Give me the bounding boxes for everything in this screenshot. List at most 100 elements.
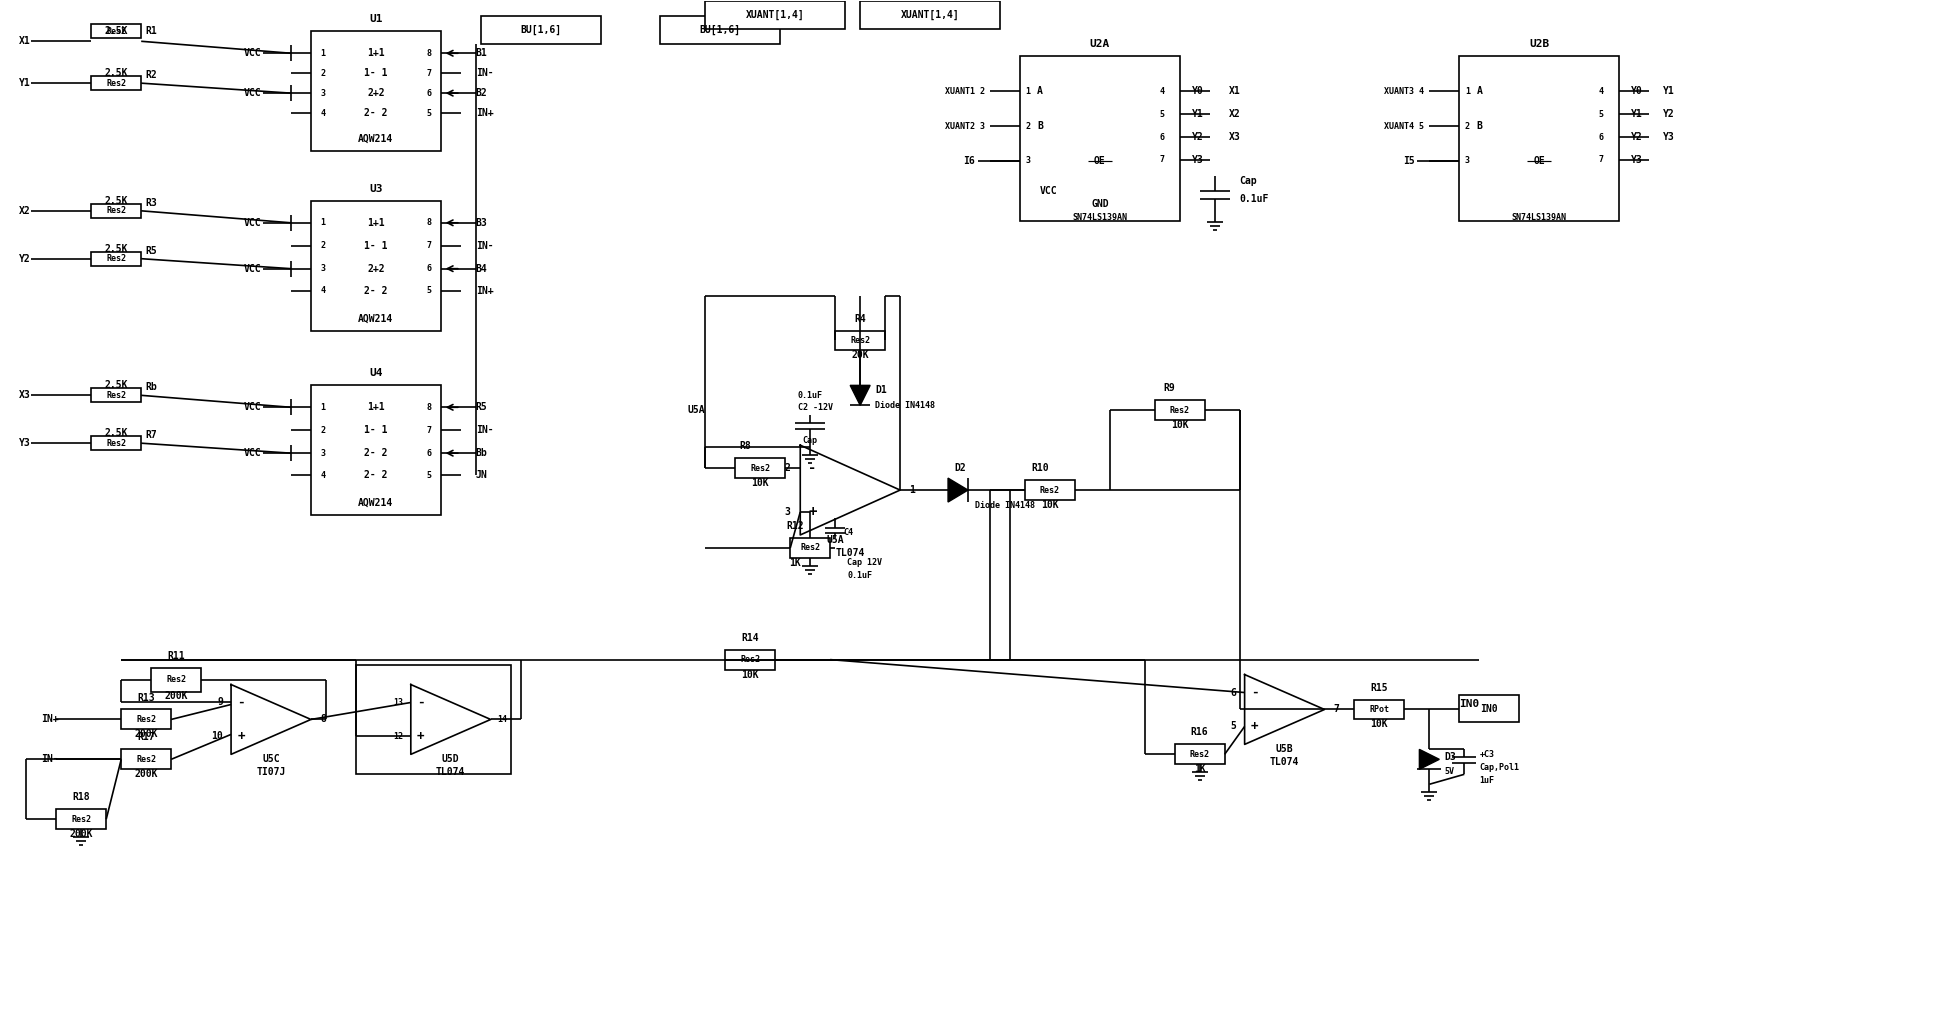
Text: -: - <box>1251 686 1259 699</box>
Text: A: A <box>1476 86 1482 96</box>
Text: OE: OE <box>1534 156 1546 166</box>
Text: R4: R4 <box>855 314 867 324</box>
Bar <box>835 330 884 351</box>
Text: 8: 8 <box>426 219 431 227</box>
Text: 3: 3 <box>1464 157 1470 165</box>
Text: 3: 3 <box>320 89 326 98</box>
Text: VCC: VCC <box>244 263 262 273</box>
Text: X1: X1 <box>20 36 31 46</box>
Text: Res2: Res2 <box>137 754 156 764</box>
Text: 1: 1 <box>320 49 326 58</box>
Bar <box>310 385 441 515</box>
Polygon shape <box>949 478 968 502</box>
Text: 5V: 5V <box>1444 767 1454 776</box>
Text: B3: B3 <box>476 218 488 228</box>
Bar <box>1021 56 1179 221</box>
Text: Res2: Res2 <box>105 78 127 88</box>
Text: +: + <box>1251 720 1259 733</box>
Bar <box>121 749 172 769</box>
Text: 1+1: 1+1 <box>367 402 385 413</box>
Text: AQW214: AQW214 <box>359 134 394 144</box>
Text: C4: C4 <box>843 528 853 538</box>
Text: Res2: Res2 <box>1189 750 1210 759</box>
Text: D3: D3 <box>1444 752 1456 763</box>
Text: 7: 7 <box>426 241 431 250</box>
Text: Res2: Res2 <box>105 391 127 399</box>
Text: 7: 7 <box>426 426 431 434</box>
Text: R1: R1 <box>144 26 156 36</box>
Bar <box>480 17 601 44</box>
Text: 5: 5 <box>1159 109 1163 119</box>
Bar <box>92 204 141 218</box>
Text: VCC: VCC <box>244 218 262 228</box>
Text: Y3: Y3 <box>20 439 31 448</box>
Text: 2+2: 2+2 <box>367 88 385 98</box>
Text: R5: R5 <box>476 402 488 413</box>
Text: Res2: Res2 <box>750 463 771 473</box>
Text: VCC: VCC <box>1040 186 1058 196</box>
Text: Res2: Res2 <box>105 254 127 263</box>
Text: 7: 7 <box>1599 156 1605 164</box>
Text: TL074: TL074 <box>435 768 465 777</box>
Text: 8: 8 <box>320 714 326 724</box>
Text: 10K: 10K <box>752 478 769 488</box>
Text: IN+: IN+ <box>41 714 59 724</box>
Text: 2- 2: 2- 2 <box>365 448 388 458</box>
Text: Res2: Res2 <box>1040 486 1060 494</box>
Text: 1+1: 1+1 <box>367 218 385 228</box>
Text: VCC: VCC <box>244 448 262 458</box>
Text: 3: 3 <box>1025 157 1031 165</box>
Text: Res2: Res2 <box>851 336 871 345</box>
Text: -: - <box>238 696 244 709</box>
Text: IN0: IN0 <box>1460 700 1480 709</box>
Text: 10: 10 <box>211 732 223 741</box>
Bar <box>310 31 441 151</box>
Text: X2: X2 <box>20 205 31 216</box>
Text: 2- 2: 2- 2 <box>365 108 388 118</box>
Text: 5: 5 <box>426 471 431 480</box>
Text: 0.1uF: 0.1uF <box>847 572 873 580</box>
Text: 4: 4 <box>320 471 326 480</box>
Text: R14: R14 <box>742 633 759 643</box>
Text: 2.5K: 2.5K <box>105 428 129 439</box>
Text: U5A: U5A <box>826 535 843 545</box>
Text: 2- 2: 2- 2 <box>365 286 388 295</box>
Text: XUANT1 2: XUANT1 2 <box>945 87 986 96</box>
Text: 7: 7 <box>426 69 431 77</box>
Bar <box>355 665 511 774</box>
Text: B2: B2 <box>476 88 488 98</box>
Text: U3: U3 <box>369 184 383 194</box>
Text: 3: 3 <box>785 507 791 517</box>
Text: 2.5K: 2.5K <box>105 381 129 390</box>
Text: 6: 6 <box>1159 132 1163 141</box>
Text: XUANT3 4: XUANT3 4 <box>1384 87 1425 96</box>
Text: B1: B1 <box>476 49 488 58</box>
Text: 2: 2 <box>1025 122 1031 131</box>
Text: 2.5K: 2.5K <box>105 196 129 205</box>
Polygon shape <box>1419 749 1439 769</box>
Text: SN74LS139AN: SN74LS139AN <box>1072 214 1128 222</box>
Text: 10K: 10K <box>1040 501 1058 510</box>
Text: 6: 6 <box>1599 132 1605 141</box>
Text: VCC: VCC <box>244 402 262 413</box>
Text: Res2: Res2 <box>105 439 127 448</box>
Text: GND: GND <box>1091 199 1109 208</box>
Text: R3: R3 <box>144 198 156 207</box>
Text: IN-: IN- <box>476 240 494 251</box>
Text: I5: I5 <box>1403 156 1415 166</box>
Bar <box>92 252 141 265</box>
Text: 7: 7 <box>1333 705 1339 714</box>
Text: XUANT2 3: XUANT2 3 <box>945 122 986 131</box>
Text: 7: 7 <box>1159 156 1163 164</box>
Text: 1K: 1K <box>789 558 800 568</box>
Text: Bb: Bb <box>476 448 488 458</box>
Text: Y3: Y3 <box>1632 155 1644 165</box>
Text: Y1: Y1 <box>1193 109 1204 119</box>
Text: 4: 4 <box>1599 87 1605 96</box>
Text: U5A: U5A <box>687 406 705 415</box>
Bar <box>1156 400 1204 420</box>
Text: 9: 9 <box>217 698 223 708</box>
Text: 5: 5 <box>1599 109 1605 119</box>
Text: Res2: Res2 <box>137 715 156 724</box>
Text: SN74LS139AN: SN74LS139AN <box>1511 214 1567 222</box>
